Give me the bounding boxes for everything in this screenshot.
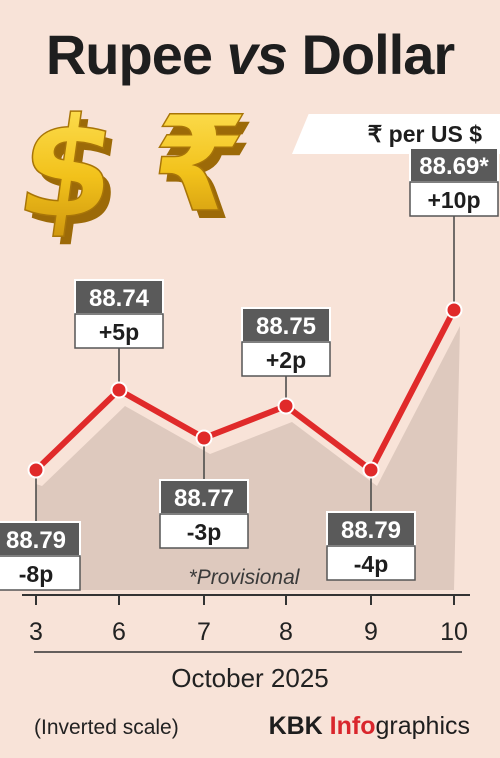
- x-tick-label: 3: [29, 618, 43, 646]
- value-label: 88.79: [6, 527, 66, 554]
- credit-info: Info: [329, 712, 376, 740]
- change-label: +2p: [266, 347, 306, 373]
- unit-banner: ₹ per US $: [292, 114, 500, 154]
- value-label: 88.77: [174, 485, 234, 512]
- change-label: +5p: [99, 319, 139, 345]
- dollar-sign-icon: $ $: [18, 96, 134, 246]
- data-point: [445, 301, 463, 319]
- credit-graphics: graphics: [375, 712, 471, 740]
- svg-text:₹: ₹: [140, 96, 253, 242]
- data-point: [362, 461, 380, 479]
- data-point: [277, 397, 295, 415]
- change-box: [74, 313, 164, 349]
- change-label: -8p: [19, 561, 54, 587]
- credit: KBK Infographics: [269, 712, 470, 741]
- data-point: [195, 429, 213, 447]
- chart-title: Rupee vs Dollar: [0, 22, 500, 87]
- value-label: 88.75: [256, 313, 316, 340]
- svg-text:$: $: [18, 96, 134, 246]
- x-tick-label: 9: [364, 618, 378, 646]
- x-tick-label: 7: [197, 618, 211, 646]
- change-label: -3p: [187, 519, 222, 545]
- x-axis-title: October 2025: [171, 663, 329, 693]
- change-box: [409, 181, 499, 217]
- data-point: [27, 461, 45, 479]
- unit-label: ₹ per US $: [367, 121, 482, 147]
- x-tick-label: 10: [440, 618, 468, 646]
- value-label: 88.69*: [419, 153, 489, 180]
- change-box: [0, 555, 81, 591]
- title-dollar: Dollar: [301, 23, 455, 86]
- series-line: [33, 307, 457, 473]
- change-label: +10p: [427, 187, 480, 213]
- value-box: [159, 479, 249, 515]
- rupee-sign-icon: ₹ ₹: [139, 96, 260, 246]
- value-label: 88.74: [89, 285, 150, 312]
- svg-text:₹: ₹: [146, 97, 259, 246]
- change-box: [241, 341, 331, 377]
- data-point: [110, 381, 128, 399]
- x-tick-label: 6: [112, 618, 126, 646]
- change-box: [326, 545, 416, 581]
- change-label: -4p: [354, 551, 389, 577]
- value-box: [326, 511, 416, 547]
- title-vs: vs: [226, 23, 288, 86]
- value-box: [241, 307, 331, 343]
- currency-symbols-art: $ $ ₹ ₹: [18, 96, 260, 246]
- change-box: [159, 513, 249, 549]
- footnote: *Provisional: [189, 566, 301, 589]
- value-label: 88.79: [341, 517, 401, 544]
- title-rupee: Rupee: [45, 23, 213, 86]
- credit-kbk: KBK: [268, 712, 330, 740]
- scale-note: (Inverted scale): [34, 716, 179, 739]
- x-tick-label: 8: [279, 618, 293, 646]
